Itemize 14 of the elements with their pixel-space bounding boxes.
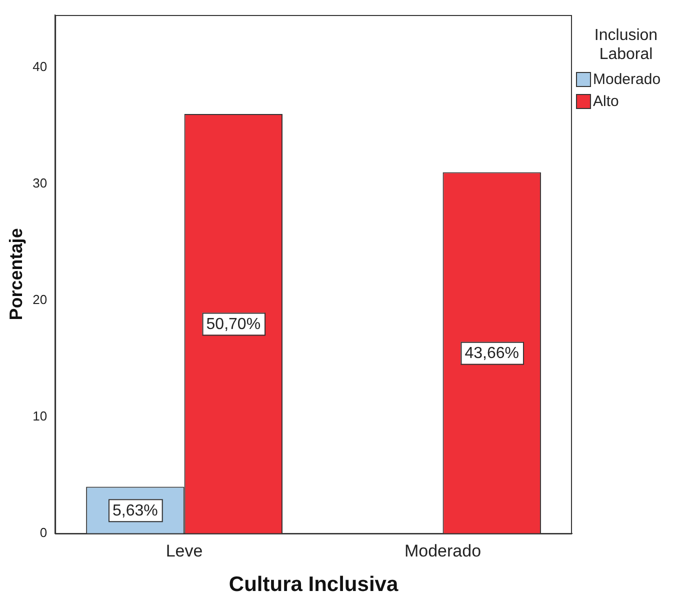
y-tick-label: 40 [32,59,48,74]
x-axis-title: Cultura Inclusiva [228,573,398,596]
annotation: 5,63% [112,502,158,520]
legend-label: Moderado [593,70,661,88]
y-tick-label: 10 [32,408,48,424]
y-tick-label: 20 [32,292,48,307]
legend-title: Inclusion Laboral [593,26,659,64]
y-tick-label: 0 [40,524,48,540]
legend-label: Alto [593,92,619,110]
x-tick-label: Leve [166,541,203,560]
y-axis-title: Porcentaje [6,228,26,320]
annotation: 50,70% [206,316,261,334]
annotation: 43,66% [464,345,520,362]
y-tick-label: 30 [32,175,48,190]
